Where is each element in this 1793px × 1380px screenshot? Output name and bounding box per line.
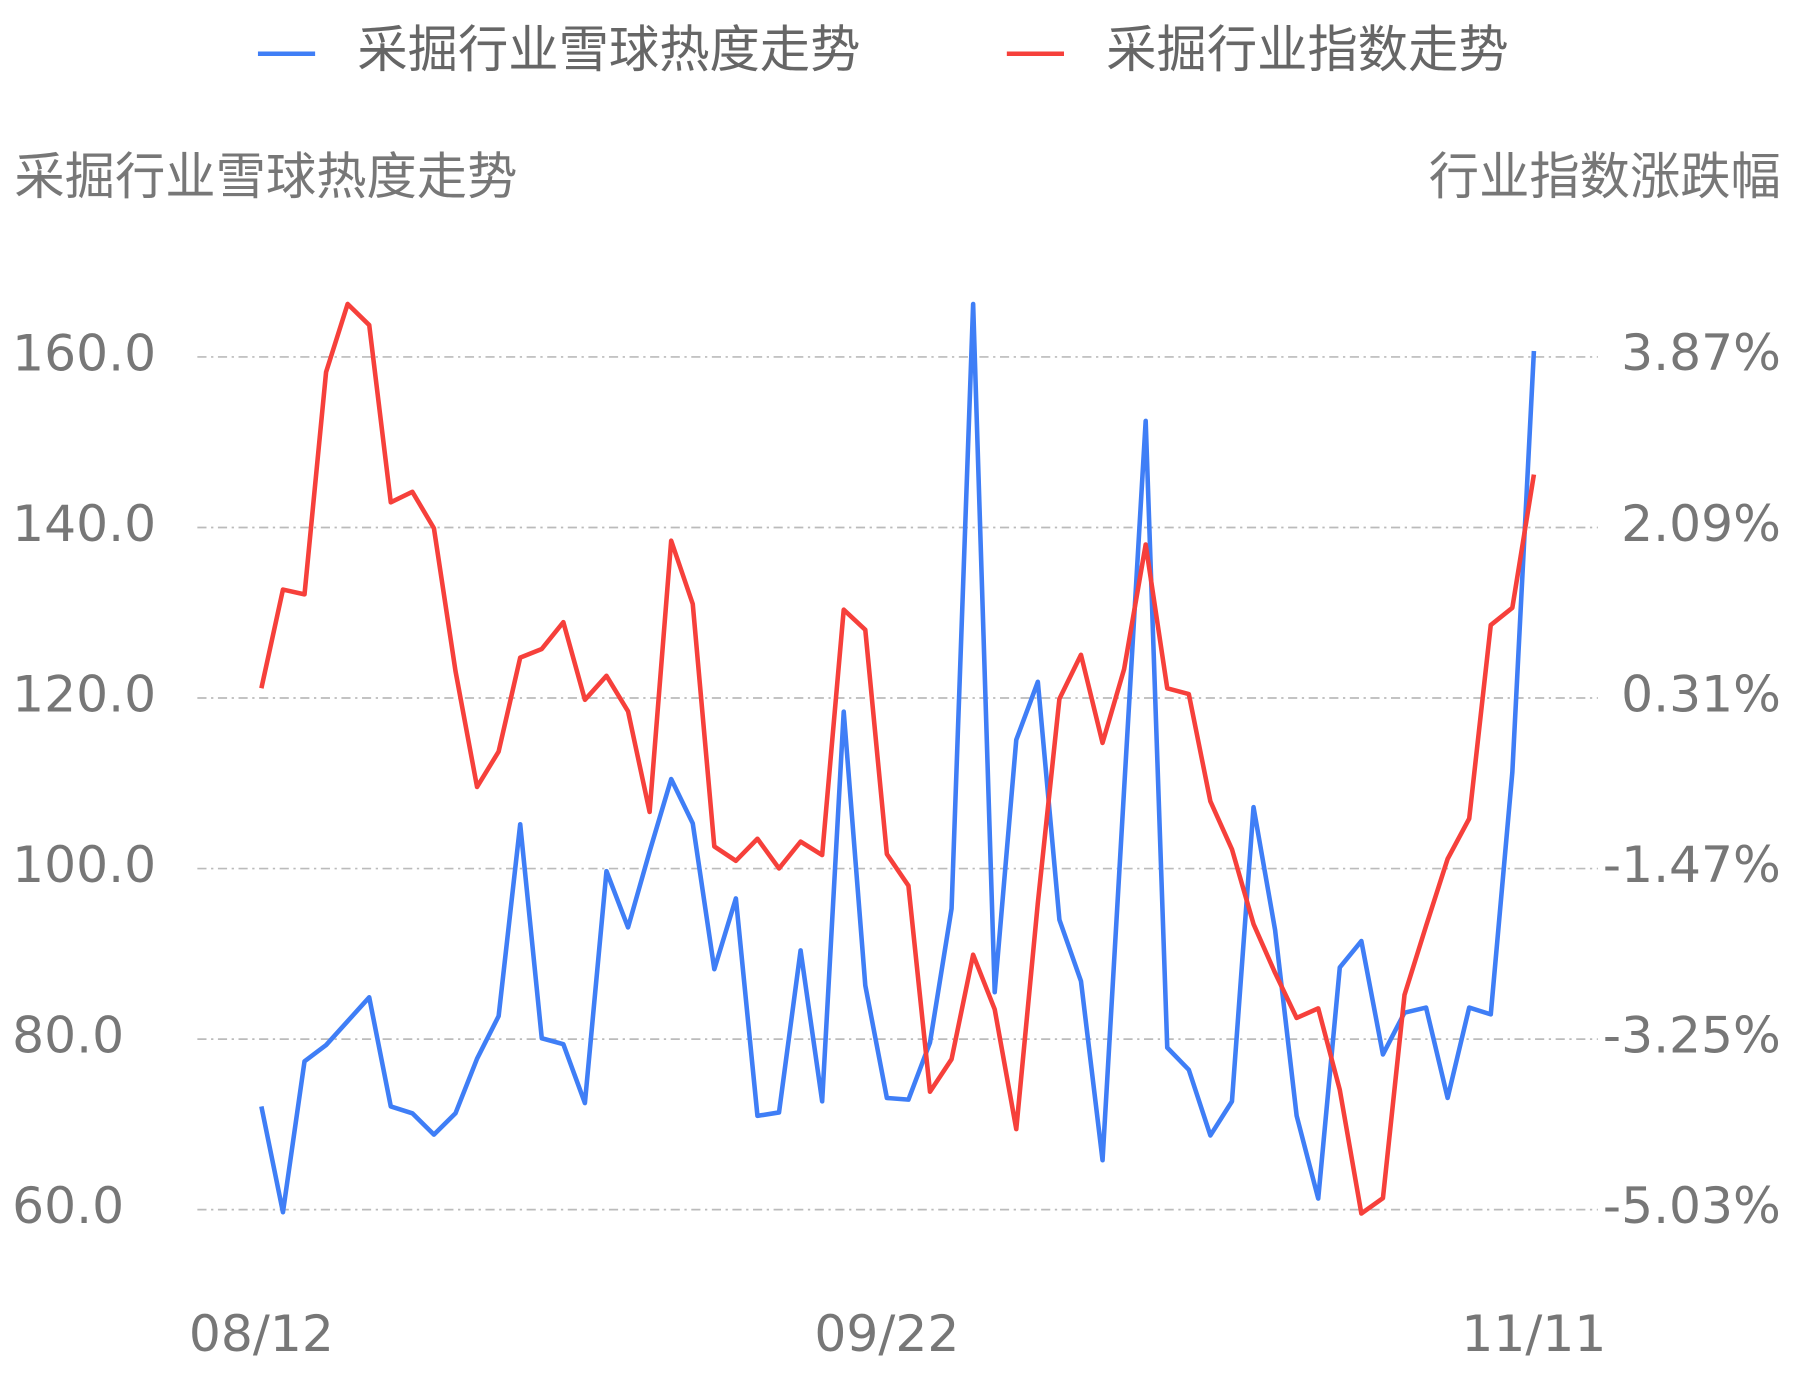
y2-tick-label: -5.03%	[1603, 1176, 1781, 1235]
y-tick-label: 100.0	[12, 835, 156, 894]
data-line	[259, 301, 1537, 1216]
y2-tick-label: -3.25%	[1603, 1006, 1781, 1065]
y2-tick-label: 2.09%	[1621, 494, 1781, 553]
y2-tick-label: -1.47%	[1603, 835, 1781, 894]
y-tick-label: 120.0	[12, 665, 156, 724]
y-tick-label: 160.0	[12, 323, 156, 382]
y2-axis-title: 行业指数涨跌幅	[1429, 147, 1781, 206]
y2-tick-label: 0.31%	[1621, 664, 1781, 723]
y-tick-label: 140.0	[12, 494, 156, 553]
y-axis-title: 采掘行业雪球热度走势	[14, 147, 517, 206]
y-tick-label: 80.0	[12, 1006, 124, 1065]
legend-label: 采掘行业指数走势	[1106, 20, 1508, 79]
y2-tick-label: 3.87%	[1621, 323, 1781, 382]
legend-label: 采掘行业雪球热度走势	[357, 20, 860, 79]
x-tick-label: 08/12	[189, 1304, 334, 1363]
x-tick-label: 09/22	[814, 1304, 959, 1363]
x-tick-label: 11/11	[1461, 1304, 1606, 1363]
y-tick-label: 60.0	[12, 1176, 124, 1235]
data-line	[259, 301, 1537, 1215]
